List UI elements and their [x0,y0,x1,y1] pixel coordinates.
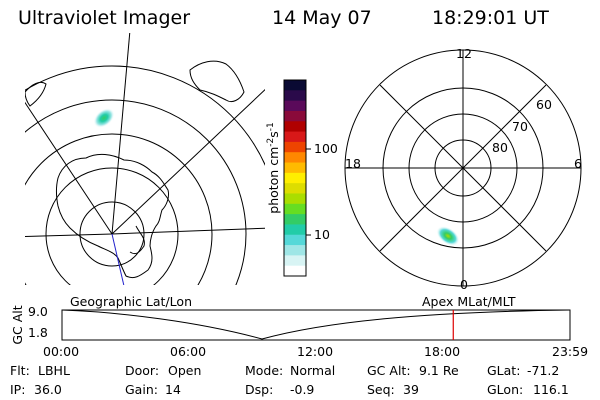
lat-circle-4 [25,99,247,285]
colorbar-unit-label: photon cm-2s-1 [266,122,282,214]
info-ip-value: 36.0 [34,382,62,397]
colorbar-cell [284,245,306,256]
lat-circle-5 [25,65,265,166]
coast-detail [25,81,47,107]
colorbar-cell [284,110,306,122]
altitude-curve [61,309,571,340]
lat-circle-3 [25,133,213,285]
colorbar-cell [284,214,306,225]
meridian-line [111,227,265,235]
info-glon-value: 116.1 [533,382,569,397]
info-door-value: Open [168,363,202,378]
colorbar-cell [284,162,306,174]
info-door-label: Door: [125,363,160,378]
info-gain-value: 14 [165,382,181,397]
mlt-dial [344,49,582,287]
timeline-xtick: 18:00 [424,344,461,359]
info-ip-label: IP: [10,382,26,397]
timeline-plot [61,309,571,341]
timeline-xtick: 23:59 [552,344,589,359]
mlt-label-6: 6 [574,156,582,171]
time-label: 18:29:01 UT [432,7,549,29]
colorbar-cell [284,224,306,236]
colorbar-cell [284,141,306,153]
info-dsp-label: Dsp: [245,382,274,397]
colorbar-cell [284,234,306,246]
meridian-line [25,101,113,235]
aurora-oval [436,226,460,246]
colorbar-tick-label: 100 [314,141,338,156]
colorbar-cell [284,203,306,215]
timeline-frame [61,309,571,341]
satellite-track [111,233,125,285]
mlat-label-80: 80 [492,140,508,155]
meridian-line [111,89,265,235]
coast-detail [189,60,245,103]
colorbar-cell [284,255,306,267]
colorbar-cell [284,152,306,164]
aurora-blob [93,108,115,128]
continent-outline [56,153,169,279]
colorbar-tick-label: 10 [314,227,330,242]
timeline-yaxis-title: GC Alt [9,305,25,345]
dial-diagonal [379,84,547,252]
info-mode-label: Mode: [245,363,284,378]
colorbar-cell [284,121,306,133]
info-seq-value: 39 [403,382,419,397]
colorbar-frame [283,79,307,277]
geo-frame [25,33,265,285]
timeline-left-title: Geographic Lat/Lon [70,294,192,309]
coast-detail [129,225,145,255]
info-flt-label: Flt: [10,363,30,378]
colorbar [283,79,311,277]
info-glat-value: -71.2 [527,363,560,378]
mlat-label-60: 60 [536,97,552,112]
colorbar-cell [284,172,306,184]
info-gain-label: Gain: [125,382,158,397]
colorbar-cell [284,90,306,102]
info-seq-label: Seq: [367,382,395,397]
info-gcalt-label: GC Alt: [367,363,411,378]
app-title: Ultraviolet Imager [18,7,191,29]
meridian-line [111,33,131,235]
timeline-ytick: 1.8 [28,325,48,340]
info-flt-value: LBHL [38,363,70,378]
mlat-label-70: 70 [512,119,528,134]
timeline-xtick: 00:00 [43,344,80,359]
info-mode-value: Normal [290,363,336,378]
date-label: 14 May 07 [272,7,372,29]
colorbar-cell [284,265,306,277]
timeline-right-title: Apex MLat/MLT [422,294,516,309]
colorbar-cell [284,100,306,112]
mlt-label-12: 12 [456,46,472,61]
info-gcalt-value: 9.1 Re [419,363,459,378]
meridian-line [25,233,113,238]
lat-circle-2 [45,167,179,285]
timeline-ytick: 9.0 [28,304,48,319]
colorbar-cell [284,183,306,194]
timeline-xtick: 12:00 [297,344,334,359]
colorbar-cell [284,193,306,205]
colorbar-cell [284,80,306,91]
mlt-label-18: 18 [345,156,361,171]
info-dsp-value: -0.9 [290,382,315,397]
lat-circle-inner [79,201,145,267]
info-glon-label: GLon: [487,382,524,397]
colorbar-cell [284,131,306,143]
geographic-map [25,33,265,285]
timeline-xtick: 06:00 [170,344,207,359]
info-glat-label: GLat: [487,363,521,378]
mlt-label-0: 0 [460,277,468,292]
